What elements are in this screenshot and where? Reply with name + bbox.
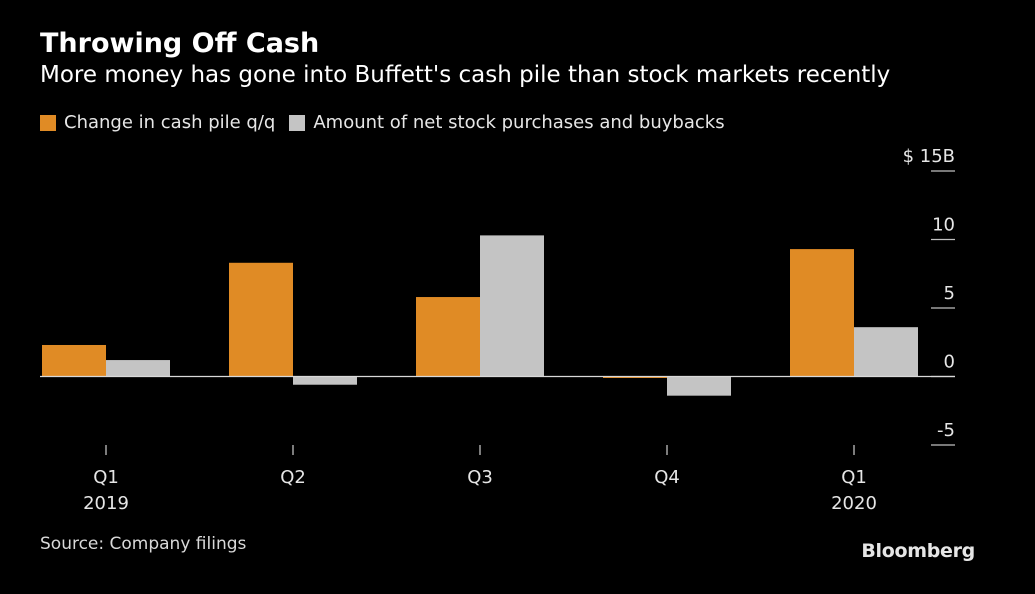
bar-stock-purchases	[293, 376, 357, 385]
y-tick-label: 0	[944, 352, 955, 373]
chart-subtitle: More money has gone into Buffett's cash …	[40, 62, 891, 88]
bloomberg-logo: Bloomberg	[861, 540, 975, 562]
bar-stock-purchases	[667, 376, 731, 396]
x-tick-label: Q1	[841, 467, 867, 488]
bar-cash-pile	[603, 376, 667, 378]
legend-swatch-stock-purchases	[289, 114, 306, 131]
legend-item-cash-pile: Change in cash pile q/q	[40, 112, 275, 133]
x-tick-label: Q3	[467, 467, 493, 488]
bar-cash-pile	[416, 297, 480, 377]
chart-title: Throwing Off Cash	[40, 28, 320, 59]
bar-stock-purchases	[480, 235, 544, 377]
x-tick-label: Q4	[654, 467, 680, 488]
y-tick-label: -5	[937, 420, 955, 441]
y-tick-label: $ 15B	[903, 146, 955, 167]
y-tick-label: 5	[944, 283, 955, 304]
x-tick-label: Q2	[280, 467, 306, 488]
legend-label-stock-purchases: Amount of net stock purchases and buybac…	[313, 112, 725, 133]
legend-item-stock-purchases: Amount of net stock purchases and buybac…	[289, 112, 725, 133]
bar-cash-pile	[42, 344, 106, 377]
x-tick-label: Q1	[93, 467, 119, 488]
x-tick-sublabel: 2019	[83, 493, 129, 514]
legend-swatch-cash-pile	[40, 114, 56, 131]
y-tick-label: 10	[932, 215, 955, 236]
bar-stock-purchases	[106, 360, 170, 377]
x-tick-sublabel: 2020	[831, 493, 877, 514]
bar-stock-purchases	[854, 327, 918, 377]
legend: Change in cash pile q/q Amount of net st…	[40, 112, 739, 133]
source-note: Source: Company filings	[40, 534, 247, 554]
bar-cash-pile	[790, 249, 854, 377]
legend-label-cash-pile: Change in cash pile q/q	[64, 112, 276, 133]
bar-cash-pile	[229, 262, 293, 377]
